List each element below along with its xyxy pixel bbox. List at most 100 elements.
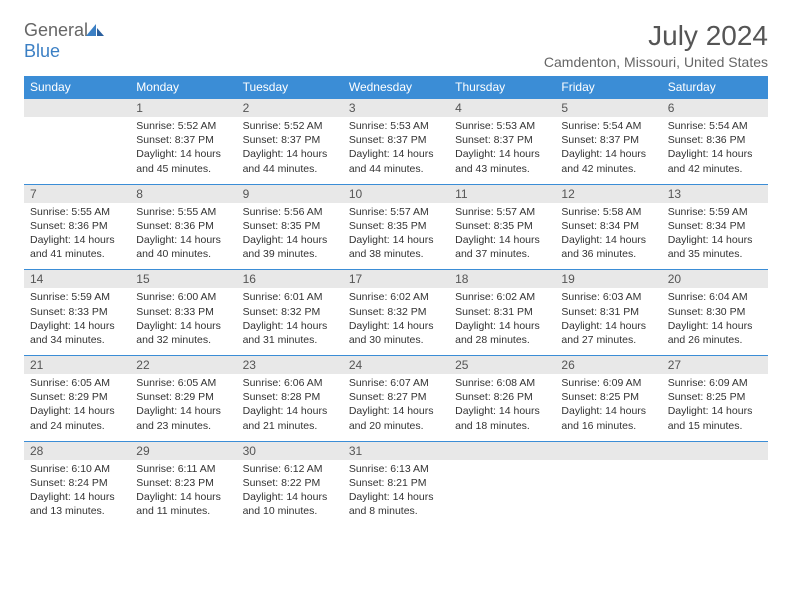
sunrise-text: Sunrise: 5:57 AM [455, 205, 549, 219]
day-content-cell: Sunrise: 5:56 AMSunset: 8:35 PMDaylight:… [237, 203, 343, 270]
daylight-text: and 21 minutes. [243, 419, 337, 433]
sunrise-text: Sunrise: 5:53 AM [455, 119, 549, 133]
day-number-cell: 13 [662, 184, 768, 203]
daylight-text: Daylight: 14 hours [455, 319, 549, 333]
day-content-cell: Sunrise: 5:52 AMSunset: 8:37 PMDaylight:… [237, 117, 343, 184]
day-content-cell: Sunrise: 6:08 AMSunset: 8:26 PMDaylight:… [449, 374, 555, 441]
day-number-cell: 27 [662, 356, 768, 375]
daylight-text: and 23 minutes. [136, 419, 230, 433]
day-header-thu: Thursday [449, 76, 555, 99]
sunset-text: Sunset: 8:37 PM [243, 133, 337, 147]
daylight-text: and 43 minutes. [455, 162, 549, 176]
day-content-cell [24, 117, 130, 184]
daylight-text: Daylight: 14 hours [561, 319, 655, 333]
day-number-cell: 6 [662, 99, 768, 118]
sunrise-text: Sunrise: 6:09 AM [561, 376, 655, 390]
sunrise-text: Sunrise: 6:13 AM [349, 462, 443, 476]
sunset-text: Sunset: 8:27 PM [349, 390, 443, 404]
sunset-text: Sunset: 8:32 PM [349, 305, 443, 319]
logo-text-blue: Blue [24, 41, 60, 61]
day-number-cell: 21 [24, 356, 130, 375]
daylight-text: and 18 minutes. [455, 419, 549, 433]
daylight-text: Daylight: 14 hours [349, 490, 443, 504]
daylight-text: Daylight: 14 hours [243, 404, 337, 418]
day-content-row: Sunrise: 5:55 AMSunset: 8:36 PM Daylight:… [24, 203, 768, 270]
day-header-wed: Wednesday [343, 76, 449, 99]
logo: General Blue [24, 20, 104, 62]
daylight-text: Daylight: 14 hours [349, 404, 443, 418]
sunset-text: Sunset: 8:23 PM [136, 476, 230, 490]
daylight-text: and 42 minutes. [561, 162, 655, 176]
daylight-text: and 26 minutes. [668, 333, 762, 347]
daylight-text: Daylight: 14 hours [136, 404, 230, 418]
day-content-cell [449, 460, 555, 527]
day-number-cell: 12 [555, 184, 661, 203]
day-content-cell: Sunrise: 6:05 AMSunset: 8:29 PMDaylight:… [130, 374, 236, 441]
sunset-text: Sunset: 8:34 PM [668, 219, 762, 233]
day-number-cell: 26 [555, 356, 661, 375]
daylight-text: Daylight: 14 hours [136, 490, 230, 504]
daylight-text: and 31 minutes. [243, 333, 337, 347]
daylight-text: and 36 minutes. [561, 247, 655, 261]
day-content-cell: Sunrise: 6:09 AMSunset: 8:25 PMDaylight:… [555, 374, 661, 441]
sunset-text: Sunset: 8:33 PM [30, 305, 124, 319]
day-number-cell: 1 [130, 99, 236, 118]
calendar-body: 123456Sunrise: 5:52 AMSunset: 8:37 PMDay… [24, 99, 768, 527]
day-header-fri: Friday [555, 76, 661, 99]
day-number-cell: 9 [237, 184, 343, 203]
day-content-cell [662, 460, 768, 527]
daylight-text: and 38 minutes. [349, 247, 443, 261]
daylight-text: Daylight: 14 hours [30, 404, 124, 418]
sunrise-text: Sunrise: 6:04 AM [668, 290, 762, 304]
daylight-text: Daylight: 14 hours [30, 233, 124, 247]
day-number-cell: 22 [130, 356, 236, 375]
daylight-text: and 40 minutes. [136, 247, 230, 261]
daylight-text: Daylight: 14 hours [243, 490, 337, 504]
day-number-cell: 15 [130, 270, 236, 289]
day-content-cell: Sunrise: 6:09 AMSunset: 8:25 PMDaylight:… [662, 374, 768, 441]
daylight-text: and 45 minutes. [136, 162, 230, 176]
day-number-cell: 8 [130, 184, 236, 203]
daylight-text: and 20 minutes. [349, 419, 443, 433]
day-content-cell: Sunrise: 5:52 AMSunset: 8:37 PMDaylight:… [130, 117, 236, 184]
day-number-cell [24, 99, 130, 118]
daylight-text: and 16 minutes. [561, 419, 655, 433]
day-content-cell: Sunrise: 6:11 AMSunset: 8:23 PMDaylight:… [130, 460, 236, 527]
day-number-cell: 10 [343, 184, 449, 203]
sunrise-text: Sunrise: 6:06 AM [243, 376, 337, 390]
daylight-text: Daylight: 14 hours [561, 233, 655, 247]
day-content-cell: Sunrise: 6:01 AMSunset: 8:32 PMDaylight:… [237, 288, 343, 355]
sunrise-text: Sunrise: 5:54 AM [668, 119, 762, 133]
location-text: Camdenton, Missouri, United States [544, 54, 768, 70]
header: General Blue July 2024 Camdenton, Missou… [24, 20, 768, 70]
sunset-text: Sunset: 8:31 PM [561, 305, 655, 319]
daylight-text: Daylight: 14 hours [349, 147, 443, 161]
day-number-row: 21222324252627 [24, 356, 768, 375]
sunrise-text: Sunrise: 5:57 AM [349, 205, 443, 219]
day-number-cell: 4 [449, 99, 555, 118]
sunrise-text: Sunrise: 6:11 AM [136, 462, 230, 476]
sunrise-text: Sunrise: 5:58 AM [561, 205, 655, 219]
sunrise-text: Sunrise: 6:03 AM [561, 290, 655, 304]
day-number-cell: 24 [343, 356, 449, 375]
sunrise-text: Sunrise: 6:09 AM [668, 376, 762, 390]
day-content-cell: Sunrise: 5:59 AMSunset: 8:33 PMDaylight:… [24, 288, 130, 355]
sunrise-text: Sunrise: 6:12 AM [243, 462, 337, 476]
daylight-text: Daylight: 14 hours [30, 319, 124, 333]
day-number-cell: 2 [237, 99, 343, 118]
daylight-text: Daylight: 14 hours [349, 233, 443, 247]
sunset-text: Sunset: 8:35 PM [243, 219, 337, 233]
sunrise-text: Sunrise: 5:52 AM [243, 119, 337, 133]
daylight-text: and 11 minutes. [136, 504, 230, 518]
sunset-text: Sunset: 8:36 PM [136, 219, 230, 233]
sunset-text: Sunset: 8:33 PM [136, 305, 230, 319]
day-number-cell: 7 [24, 184, 130, 203]
daylight-text: and 30 minutes. [349, 333, 443, 347]
day-content-cell: Sunrise: 5:54 AMSunset: 8:36 PMDaylight:… [662, 117, 768, 184]
sunrise-text: Sunrise: 6:05 AM [30, 376, 124, 390]
daylight-text: Daylight: 14 hours [243, 233, 337, 247]
sunrise-text: Sunrise: 5:55 AM [136, 205, 230, 219]
day-content-cell: Sunrise: 5:59 AMSunset: 8:34 PMDaylight:… [662, 203, 768, 270]
sunrise-text: Sunrise: 6:02 AM [455, 290, 549, 304]
day-content-cell: Sunrise: 5:55 AMSunset: 8:36 PMDaylight:… [130, 203, 236, 270]
